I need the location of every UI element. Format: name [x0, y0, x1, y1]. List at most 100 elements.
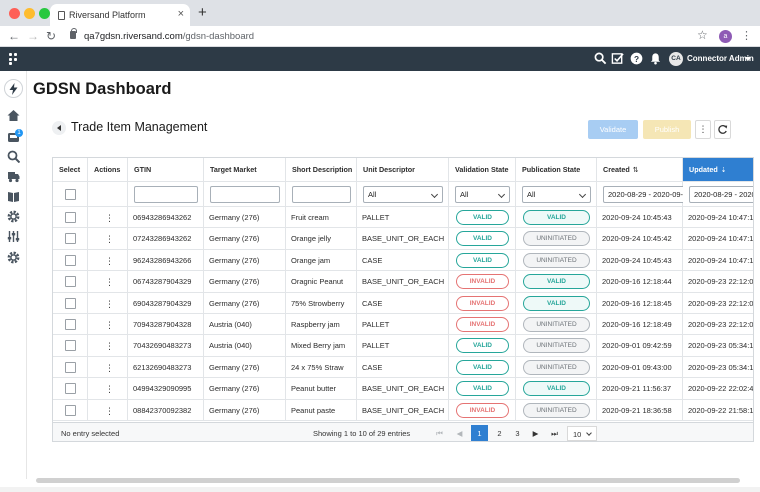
row-actions-menu-icon[interactable]: ⋮: [105, 277, 114, 288]
notifications-bell-icon[interactable]: [649, 52, 662, 65]
previous-page-icon[interactable]: ◀: [456, 429, 463, 438]
row-actions-menu-icon[interactable]: ⋮: [105, 362, 114, 373]
cell-created: 2020-09-16 12:18:49: [597, 314, 683, 336]
browser-profile-avatar[interactable]: a: [719, 30, 732, 43]
admin-gear-icon[interactable]: [7, 251, 20, 264]
help-icon[interactable]: ?: [630, 52, 643, 65]
window-minimize-button[interactable]: [24, 8, 35, 19]
cell-updated: 2020-09-24 10:47:12: [683, 250, 753, 272]
filter-select-publication-state[interactable]: All: [522, 186, 591, 203]
row-actions-menu-icon[interactable]: ⋮: [105, 320, 114, 330]
row-actions-menu-icon[interactable]: ⋮: [105, 341, 114, 352]
last-page-icon[interactable]: ⏭: [551, 429, 558, 438]
filter-input-short-description[interactable]: [292, 186, 351, 203]
horizontal-scrollbar[interactable]: [36, 478, 740, 483]
search-icon[interactable]: [594, 52, 607, 65]
quick-actions-bolt-icon[interactable]: [4, 79, 23, 98]
validate-button[interactable]: Validate: [588, 120, 638, 139]
chevron-down-icon[interactable]: [745, 57, 751, 61]
filter-select-unit-descriptor[interactable]: All: [363, 186, 443, 203]
row-actions-menu-icon[interactable]: ⋮: [105, 213, 114, 223]
cell-actions: [88, 335, 128, 357]
column-header-label: Updated: [689, 165, 718, 174]
row-checkbox[interactable]: [65, 340, 76, 352]
browser-menu-icon[interactable]: ⋮: [741, 30, 752, 42]
filter-input-target-market[interactable]: [210, 186, 280, 203]
refresh-icon: [718, 125, 728, 134]
column-header-gtin[interactable]: GTIN: [128, 158, 204, 182]
address-bar[interactable]: qa7gdsn.riversand.com/gdsn-dashboard: [84, 31, 254, 42]
column-header-updated[interactable]: Updated ⇣: [683, 158, 753, 182]
sort-descending-icon[interactable]: ⇣: [720, 167, 727, 174]
sort-icon[interactable]: ⇅: [632, 167, 639, 174]
back-button[interactable]: [52, 121, 66, 135]
window-close-button[interactable]: [9, 8, 20, 19]
row-actions-menu-icon[interactable]: ⋮: [105, 234, 114, 245]
lock-icon[interactable]: [70, 28, 77, 39]
column-header-unit-descriptor[interactable]: Unit Descriptor: [357, 158, 449, 182]
reload-icon[interactable]: ↻: [46, 29, 57, 43]
back-arrow-icon[interactable]: ←: [8, 29, 20, 43]
row-actions-menu-icon[interactable]: ⋮: [105, 405, 114, 416]
first-page-icon[interactable]: ⏮: [436, 429, 443, 438]
date-range-filter-updated[interactable]: 2020-08-29 - 2020-09-29: [689, 186, 753, 203]
row-checkbox[interactable]: [65, 404, 76, 416]
page-button-2[interactable]: 2: [497, 429, 502, 438]
row-checkbox[interactable]: [65, 383, 76, 395]
row-actions-menu-icon[interactable]: ⋮: [105, 255, 114, 266]
truck-icon[interactable]: [7, 170, 20, 183]
book-icon[interactable]: [7, 190, 20, 203]
forward-arrow-icon[interactable]: →: [27, 29, 39, 43]
page-size-select[interactable]: 10: [567, 426, 597, 441]
more-options-button[interactable]: ⋮: [695, 120, 711, 139]
cell-validation-state: [449, 207, 516, 229]
publication-status-badge: VALID: [523, 295, 590, 311]
new-tab-button[interactable]: +: [198, 4, 207, 21]
row-checkbox[interactable]: [65, 319, 76, 330]
column-header-short-description[interactable]: Short Description: [286, 158, 357, 182]
row-checkbox[interactable]: [65, 361, 76, 373]
row-actions-menu-icon[interactable]: ⋮: [105, 384, 114, 395]
publication-status-badge: VALID: [523, 210, 590, 225]
tab-close-icon[interactable]: ×: [177, 8, 184, 20]
filter-select-validation-state[interactable]: All: [455, 186, 510, 203]
sliders-icon[interactable]: [7, 230, 20, 243]
column-header-label: Short Description: [292, 165, 353, 174]
bookmark-star-icon[interactable]: ☆: [697, 28, 708, 42]
row-checkbox[interactable]: [65, 233, 76, 245]
row-checkbox[interactable]: [65, 212, 76, 223]
cell-short-description: Mixed Berry jam: [286, 335, 357, 357]
browser-tab[interactable]: Riversand Platform ×: [50, 4, 190, 26]
row-actions-menu-icon[interactable]: ⋮: [105, 298, 114, 309]
select-all-checkbox[interactable]: [65, 189, 76, 200]
user-avatar[interactable]: CA: [669, 52, 683, 66]
column-header-publication-state[interactable]: Publication State: [516, 158, 597, 182]
app-launcher-icon[interactable]: [9, 53, 19, 65]
column-header-created[interactable]: Created ⇅: [597, 158, 683, 182]
publication-status-badge: UNINITIATED: [523, 252, 590, 268]
cell-gtin: 08842370092382: [128, 399, 204, 421]
row-checkbox[interactable]: [65, 276, 76, 288]
settings-gear-icon[interactable]: [7, 210, 20, 223]
search-icon[interactable]: [7, 150, 20, 163]
column-header-target-market[interactable]: Target Market: [204, 158, 286, 182]
cell-validation-state: [449, 249, 516, 272]
column-header-validation-state[interactable]: Validation State: [449, 158, 516, 182]
window-maximize-button[interactable]: [39, 8, 50, 19]
cell-created: 2020-09-21 18:36:58: [597, 399, 683, 421]
row-checkbox[interactable]: [65, 254, 76, 266]
tasks-checkbox-icon[interactable]: [611, 52, 624, 65]
filter-input-gtin[interactable]: [134, 186, 198, 203]
publish-button[interactable]: Publish: [643, 120, 691, 139]
row-checkbox[interactable]: [65, 297, 76, 309]
user-menu-name[interactable]: Connector Admin: [687, 54, 754, 63]
page-button-1[interactable]: 1: [471, 425, 488, 441]
cell-unit-descriptor: BASE_UNIT_OR_EACH: [357, 399, 449, 421]
refresh-button[interactable]: [714, 120, 731, 139]
cell-short-description: Fruit cream: [286, 207, 357, 229]
cell-validation-state: [449, 356, 516, 379]
next-page-icon[interactable]: ▶: [532, 429, 539, 438]
home-icon[interactable]: [7, 109, 20, 122]
cell-select: [53, 335, 88, 357]
page-button-3[interactable]: 3: [515, 429, 520, 438]
